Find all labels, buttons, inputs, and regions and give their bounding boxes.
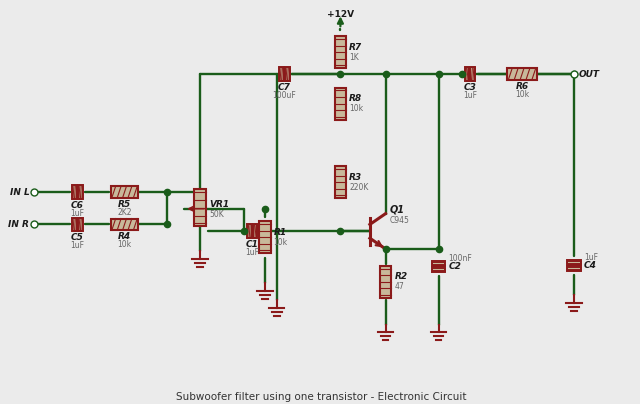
Text: R1: R1: [274, 228, 287, 237]
Bar: [259, 221, 271, 253]
Text: 1K: 1K: [349, 53, 359, 62]
Bar: [78, 185, 83, 199]
Text: 100uF: 100uF: [273, 91, 296, 100]
Bar: [431, 261, 445, 266]
Text: IN L: IN L: [10, 187, 29, 197]
Bar: [246, 225, 252, 238]
Text: C1: C1: [246, 240, 259, 249]
Text: R2: R2: [394, 272, 408, 282]
Text: VR1: VR1: [209, 200, 229, 209]
Bar: [431, 267, 445, 272]
Text: R5: R5: [118, 200, 131, 209]
Text: 1uF: 1uF: [463, 91, 477, 100]
Text: Q1: Q1: [390, 205, 404, 215]
Text: +12V: +12V: [327, 10, 354, 19]
Text: C6: C6: [71, 201, 84, 210]
Bar: [335, 88, 346, 120]
Text: R8: R8: [349, 94, 362, 103]
Text: R3: R3: [349, 173, 362, 182]
Text: 100nF: 100nF: [449, 254, 472, 263]
Text: C945: C945: [390, 216, 410, 225]
Text: 10k: 10k: [274, 238, 288, 246]
Text: OUT: OUT: [579, 70, 600, 79]
Text: R6: R6: [515, 82, 529, 91]
Text: R7: R7: [349, 43, 362, 52]
Text: C7: C7: [278, 83, 291, 92]
Text: IN R: IN R: [8, 220, 29, 229]
Text: C4: C4: [584, 261, 596, 270]
Bar: [253, 225, 257, 238]
Text: 10k: 10k: [515, 90, 529, 99]
Bar: [335, 36, 346, 68]
Bar: [470, 67, 476, 81]
Bar: [111, 219, 138, 230]
Text: 1uF: 1uF: [245, 248, 259, 257]
Text: 2K2: 2K2: [117, 208, 132, 217]
Text: 1uF: 1uF: [584, 253, 598, 262]
Bar: [335, 166, 346, 198]
Text: R4: R4: [118, 232, 131, 241]
Text: Subwoofer filter using one transistor - Electronic Circuit: Subwoofer filter using one transistor - …: [175, 392, 466, 402]
Bar: [194, 189, 206, 226]
Text: 220K: 220K: [349, 183, 369, 191]
Text: 50K: 50K: [209, 210, 223, 219]
Bar: [72, 185, 77, 199]
Bar: [567, 266, 581, 271]
Bar: [279, 67, 284, 81]
Text: 1uF: 1uF: [70, 209, 84, 218]
Bar: [380, 266, 392, 298]
Text: 10k: 10k: [349, 104, 364, 113]
Bar: [111, 186, 138, 198]
Text: 10k: 10k: [118, 240, 132, 249]
Bar: [508, 68, 537, 80]
Text: C3: C3: [463, 83, 476, 92]
Bar: [567, 260, 581, 265]
Text: C2: C2: [449, 262, 461, 271]
Bar: [285, 67, 290, 81]
Text: C5: C5: [71, 233, 84, 242]
Text: 1uF: 1uF: [70, 241, 84, 250]
Text: 47: 47: [394, 282, 404, 291]
Bar: [72, 218, 77, 231]
Bar: [78, 218, 83, 231]
Bar: [465, 67, 470, 81]
